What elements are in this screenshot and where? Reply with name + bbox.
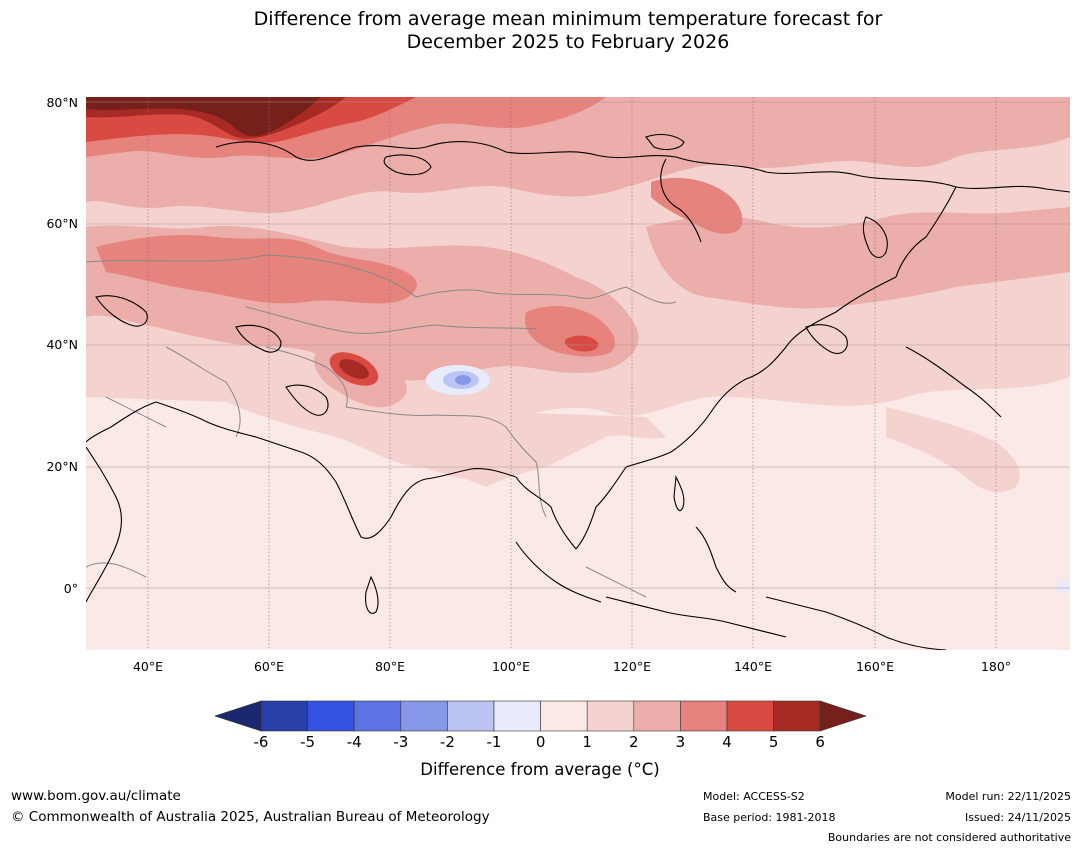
colorbar-tick-label: -2 — [439, 733, 455, 751]
anomaly-zone-1-2-pacific — [886, 407, 1020, 493]
lat-label-80n: 80°N — [46, 95, 78, 110]
model-text: Model: ACCESS-S2 — [703, 790, 805, 803]
colorbar-tick-label: 5 — [768, 733, 779, 751]
colorbar — [214, 700, 868, 738]
lon-label-120e: 120°E — [612, 659, 651, 674]
colorbar-svg — [214, 700, 868, 732]
colorbar-tick-label: -6 — [253, 733, 269, 751]
anomaly-zone-2-3-east — [646, 207, 1070, 309]
lat-label-40n: 40°N — [46, 337, 78, 352]
cold-anomaly-inner — [455, 375, 471, 385]
colorbar-tick-label: -5 — [300, 733, 316, 751]
lon-label-80e: 80°E — [374, 659, 406, 674]
colorbar-label: Difference from average (°C) — [420, 760, 660, 779]
copyright-text: © Commonwealth of Australia 2025, Austra… — [11, 809, 490, 825]
forecast-map — [86, 97, 1070, 650]
colorbar-tick-label: -3 — [393, 733, 409, 751]
lon-label-160e: 160°E — [855, 659, 894, 674]
lon-label-100e: 100°E — [491, 659, 530, 674]
lat-label-60n: 60°N — [46, 216, 78, 231]
title-line-2: December 2025 to February 2026 — [406, 31, 730, 53]
colorbar-extend-high — [819, 700, 868, 732]
chart-title: Difference from average mean minimum tem… — [0, 8, 1081, 54]
graticule-parallels — [86, 101, 1070, 589]
colorbar-segment — [773, 700, 821, 732]
anomaly-zone-3-4-siberia — [651, 177, 743, 234]
lon-label-60e: 60°E — [253, 659, 285, 674]
colorbar-tick-label: 6 — [815, 733, 825, 751]
colorbar-segment — [493, 700, 541, 732]
map-canvas — [86, 97, 1070, 650]
colorbar-tick-label: 0 — [535, 733, 546, 751]
colorbar-tick-label: 4 — [722, 733, 732, 751]
coastlines — [86, 133, 1070, 650]
colorbar-tick-label: 1 — [582, 733, 592, 751]
lat-label-0: 0° — [63, 581, 78, 596]
hotspot-tibet-inner — [339, 359, 369, 379]
lat-label-20n: 20°N — [46, 459, 78, 474]
anomaly-zone-1-2-south — [86, 387, 666, 487]
colorbar-segment — [400, 700, 448, 732]
colorbar-tick-label: -4 — [346, 733, 362, 751]
anomaly-zone-3-4-central — [96, 235, 417, 304]
model-run-text: Model run: 22/11/2025 — [945, 790, 1071, 803]
colorbar-segment — [726, 700, 774, 732]
base-period-text: Base period: 1981-2018 — [703, 811, 836, 824]
colorbar-segment — [260, 700, 308, 732]
colorbar-segment — [540, 700, 588, 732]
title-line-1: Difference from average mean minimum tem… — [253, 8, 883, 30]
colorbar-segment — [353, 700, 402, 732]
issued-text: Issued: 24/11/2025 — [964, 811, 1071, 824]
anomaly-zone-4-5-china — [564, 335, 599, 352]
country-borders — [86, 254, 677, 598]
colorbar-extend-low — [214, 700, 262, 732]
colorbar-tick-label: -1 — [486, 733, 502, 751]
colorbar-segment — [680, 700, 728, 732]
colorbar-tick-label: 2 — [629, 733, 639, 751]
lon-label-140e: 140°E — [733, 659, 772, 674]
disclaimer-text: Boundaries are not considered authoritat… — [827, 831, 1071, 844]
colorbar-tick-label: 3 — [675, 733, 686, 751]
colorbar-segment — [447, 700, 495, 732]
lon-label-40e: 40°E — [132, 659, 164, 674]
colorbar-segment — [307, 700, 355, 732]
graticule-meridians — [147, 97, 997, 650]
colorbar-segment — [586, 700, 635, 732]
cold-anomaly-pacific — [1055, 581, 1070, 593]
website-link[interactable]: www.bom.gov.au/climate — [11, 788, 181, 804]
colorbar-segment — [633, 700, 681, 732]
lon-label-180: 180° — [980, 659, 1012, 674]
anomaly-zone-over-6-arctic — [86, 97, 321, 137]
